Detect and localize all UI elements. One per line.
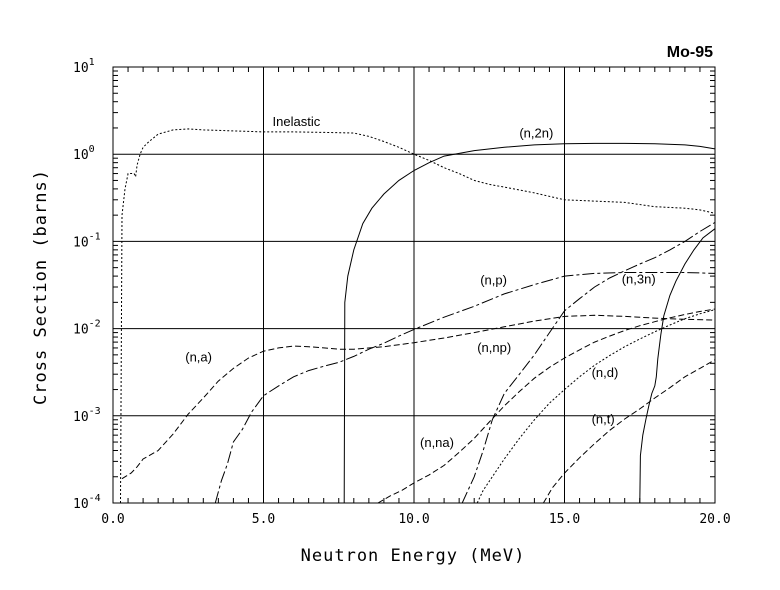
series-line-n-na: [377, 308, 716, 504]
curve-label: (n,np): [477, 340, 511, 355]
series-line-n-3n: [639, 228, 716, 504]
series-line-n-2n: [343, 142, 716, 504]
y-tick-label: 10-4: [73, 493, 101, 512]
x-tick-label: 15.0: [549, 512, 580, 527]
y-tick-label: 101: [73, 57, 95, 76]
y-tick-label: 10-3: [73, 406, 101, 425]
x-tick-label: 10.0: [398, 512, 429, 527]
series-line-inelastic: [120, 128, 716, 504]
x-tick-label: 20.0: [699, 512, 730, 527]
series-line-n-p: [214, 272, 716, 504]
curve-label: (n,t): [592, 411, 615, 426]
series-line-n-np: [461, 221, 716, 504]
curve-label: (n,d): [592, 365, 619, 380]
axis-ticks: 0.0 5.0 10.0 15.0 20.0 10-4 10-3 10-2 10-1 100 101: [73, 57, 731, 527]
curve-label: (n,a): [185, 349, 212, 364]
x-axis-label: Neutron Energy (MeV): [301, 546, 526, 566]
curve-label: (n,na): [420, 435, 454, 450]
series-line-n-t: [542, 359, 716, 504]
curve-label: Inelastic: [273, 114, 321, 129]
series-line-n-d: [476, 309, 716, 504]
chart-title: Mo-95: [667, 44, 713, 61]
curve-labels: Inelastic (n,2n) (n,p) (n,a) (n,np) (n,na) (n,…: [185, 114, 655, 450]
curve-label: (n,p): [480, 273, 507, 288]
y-tick-label: 10-2: [73, 319, 101, 338]
data-curves: [120, 128, 716, 504]
x-tick-label: 5.0: [252, 512, 275, 527]
curve-label: (n,2n): [519, 126, 553, 141]
y-tick-label: 100: [73, 144, 95, 163]
y-tick-label: 10-1: [73, 231, 101, 250]
x-tick-label: 0.0: [101, 512, 124, 527]
y-axis-label: Cross Section (barns): [31, 169, 51, 405]
series-line-n-a: [121, 314, 716, 480]
curve-label: (n,3n): [622, 271, 656, 286]
